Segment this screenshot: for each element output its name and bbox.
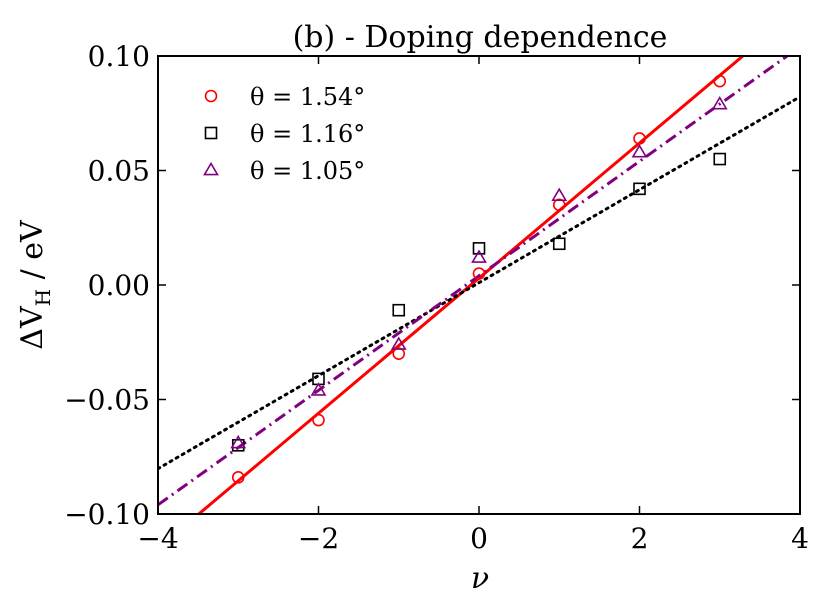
y-tick-label: 0.05 [88, 155, 150, 188]
legend-label-series-2: θ = 1.16° [250, 120, 365, 148]
x-tick-label: 2 [631, 522, 649, 555]
data-point-series-1 [312, 413, 325, 427]
x-tick-label: −2 [298, 522, 339, 555]
data-point-series-3 [631, 144, 648, 158]
axes: −4 −2 0 2 4 −0.10 −0.05 0.00 0.05 0.10 [64, 40, 809, 555]
fit-line-series-3 [158, 56, 790, 507]
data-point-series-3 [390, 336, 407, 350]
y-axis-label-main: ΔV [15, 305, 50, 350]
data-point-series-1 [552, 198, 566, 212]
fit-line-series-1 [196, 56, 746, 514]
data-markers [230, 74, 728, 484]
y-tick-label: −0.10 [64, 498, 150, 531]
data-point-series-1 [713, 74, 727, 88]
y-tick-label: 0.10 [88, 40, 150, 73]
data-point-series-2 [713, 152, 727, 166]
data-point-series-1 [472, 267, 486, 280]
legend-marker-series-3 [203, 161, 219, 176]
y-axis-label: ΔVH / eV [15, 219, 55, 350]
data-point-series-3 [471, 249, 487, 263]
y-tick-label: 0.00 [88, 269, 150, 302]
data-point-series-3 [551, 187, 568, 202]
fit-line-series-2 [158, 95, 800, 471]
legend-label-series-1: θ = 1.54° [250, 83, 365, 111]
data-point-series-2 [552, 237, 566, 251]
x-tick-label: −4 [137, 522, 178, 555]
chart-title: (b) - Doping dependence [293, 20, 668, 55]
data-point-series-1 [633, 132, 646, 145]
data-point-series-2 [472, 242, 486, 255]
data-point-series-1 [392, 347, 406, 361]
data-point-series-1 [231, 471, 245, 484]
legend-marker-series-1 [204, 89, 218, 103]
x-axis-label: ν [471, 561, 489, 596]
data-point-series-2 [392, 303, 406, 317]
y-tick-label: −0.05 [64, 384, 150, 417]
data-point-series-2 [633, 182, 646, 196]
legend-marker-series-2 [204, 126, 218, 140]
legend-label-series-3: θ = 1.05° [250, 157, 365, 185]
data-point-series-3 [310, 382, 327, 396]
x-tick-label: 0 [470, 522, 488, 555]
legend: θ = 1.54° θ = 1.16° θ = 1.05° [203, 83, 365, 185]
data-point-series-3 [711, 96, 728, 110]
y-axis-label-unit: / eV [15, 219, 50, 289]
y-axis-label-sub: H [31, 289, 55, 306]
fit-lines [158, 56, 800, 514]
x-tick-label: 4 [791, 522, 809, 555]
data-point-series-3 [230, 434, 247, 449]
